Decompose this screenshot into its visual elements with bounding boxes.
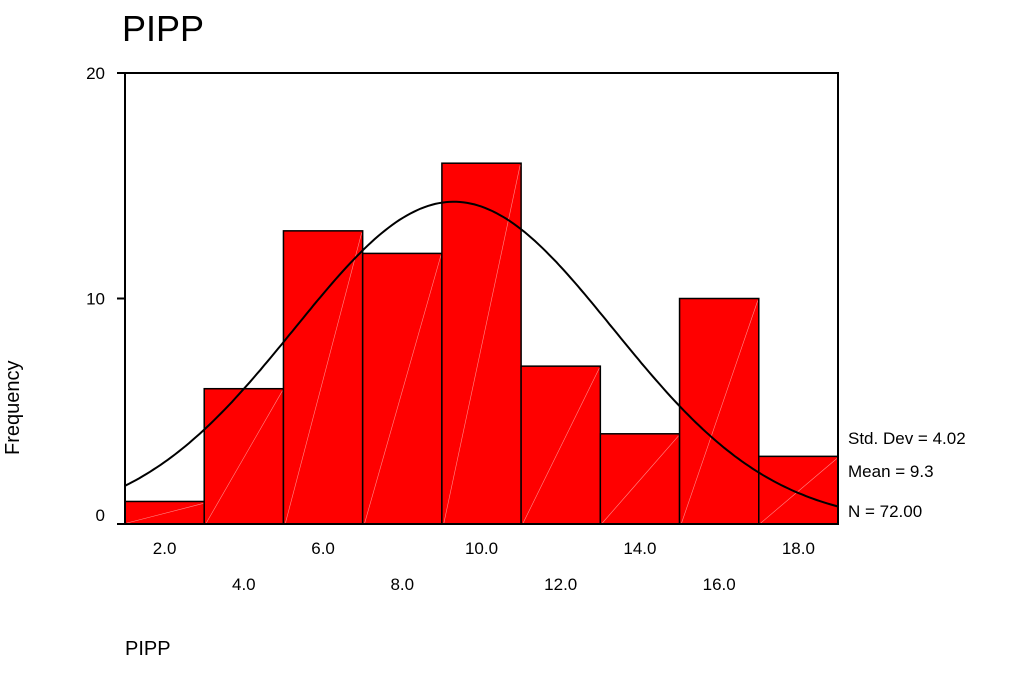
- y-tick-label: 10: [86, 290, 105, 309]
- bar-shading-line: [522, 368, 600, 524]
- y-tick-label: 0: [96, 506, 105, 525]
- x-tick-label: 6.0: [311, 539, 335, 558]
- x-tick-label: 10.0: [465, 539, 498, 558]
- y-axis: 0 10 20: [86, 64, 125, 525]
- stats-block: Std. Dev = 4.02 Mean = 9.3 N = 72.00: [848, 429, 966, 521]
- x-tick-label: 18.0: [782, 539, 815, 558]
- bar-shading-line: [126, 503, 204, 524]
- y-tick-label: 20: [86, 64, 105, 83]
- bar-shading-line: [205, 390, 283, 524]
- x-axis: 2.0 6.0 10.0 14.0 18.0 4.0 8.0 12.0 16.0: [153, 539, 815, 594]
- histogram-bar: [599, 433, 681, 525]
- histogram-bars: [124, 162, 839, 525]
- bar-shading-line: [681, 300, 759, 524]
- x-axis-label: PIPP: [125, 638, 171, 660]
- bar-shading-line: [364, 255, 442, 524]
- x-tick-label: 8.0: [390, 575, 414, 594]
- bar-shading-line: [285, 232, 362, 524]
- chart-title: PIPP: [122, 8, 205, 49]
- x-tick-label: 14.0: [623, 539, 656, 558]
- std-dev-label: Std. Dev = 4.02: [848, 429, 966, 448]
- x-tick-label: 12.0: [544, 575, 577, 594]
- n-label: N = 72.00: [848, 502, 922, 521]
- x-tick-label: 16.0: [703, 575, 736, 594]
- histogram-bar: [758, 455, 839, 525]
- bar-shading-line: [760, 458, 838, 524]
- mean-label: Mean = 9.3: [848, 462, 934, 481]
- normal-curve: [124, 200, 839, 508]
- x-tick-label: 4.0: [232, 575, 256, 594]
- x-tick-label: 2.0: [153, 539, 177, 558]
- bar-shading-line: [602, 435, 679, 524]
- bar-shading-line: [443, 165, 521, 524]
